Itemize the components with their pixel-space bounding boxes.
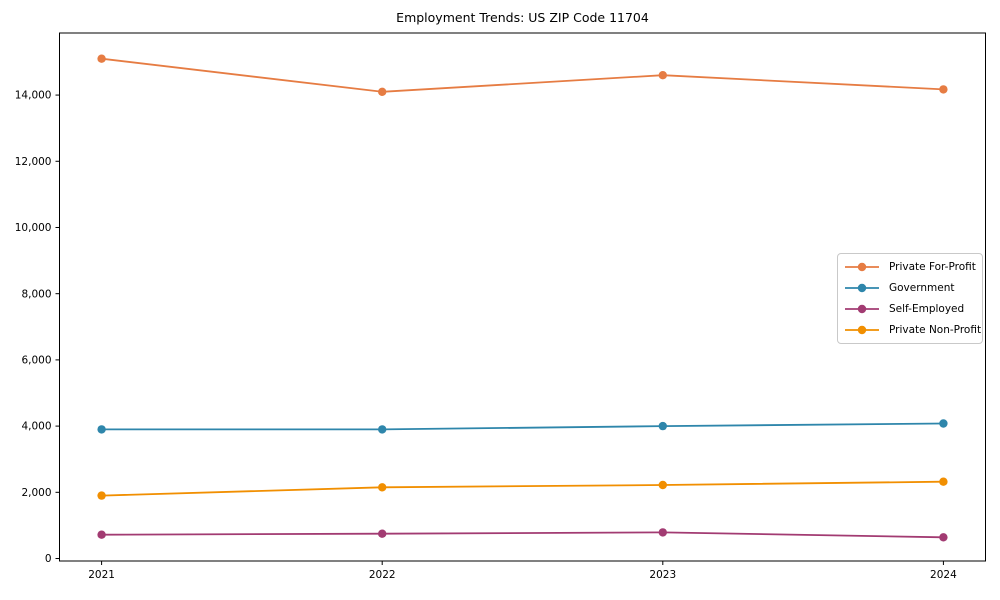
- chart-title: Employment Trends: US ZIP Code 11704: [396, 10, 649, 25]
- y-tick-label: 8,000: [21, 288, 51, 300]
- data-point-private-for-profit-2022: [378, 87, 387, 97]
- x-tick-label: 2023: [649, 569, 676, 581]
- legend-item-private-for-profit: Private For-Profit: [844, 257, 976, 277]
- legend-marker-icon: [845, 283, 879, 293]
- data-point-self-employed-2023: [658, 528, 667, 537]
- legend-label: Self-Employed: [889, 303, 965, 315]
- x-tick-label: 2024: [930, 569, 957, 581]
- data-point-self-employed-2022: [378, 529, 387, 538]
- legend-marker-icon: [845, 262, 879, 272]
- chart-legend: Private For-Profit Government Self-Employe…: [837, 253, 983, 344]
- data-point-private-non-profit-2023: [658, 480, 667, 490]
- legend-marker-icon: [845, 325, 879, 335]
- legend-label: Private Non-Profit: [889, 324, 982, 336]
- y-tick-label: 6,000: [21, 354, 51, 366]
- series-line-private-for-profit: [101, 57, 944, 93]
- data-point-private-non-profit-2021: [97, 491, 106, 500]
- y-tick-label: 10,000: [15, 222, 52, 234]
- series-line-government: [101, 422, 944, 431]
- legend-label: Private For-Profit: [889, 261, 976, 273]
- legend-label: Government: [889, 282, 955, 294]
- data-point-government-2024: [939, 419, 948, 428]
- y-tick-label: 14,000: [15, 90, 52, 102]
- data-point-self-employed-2024: [939, 533, 948, 542]
- plot-frame: [59, 32, 986, 562]
- legend-item-private-non-profit: Private Non-Profit: [844, 320, 981, 340]
- data-point-private-for-profit-2021: [97, 54, 106, 63]
- data-point-private-for-profit-2023: [658, 71, 667, 80]
- y-tick-label: 12,000: [15, 156, 52, 168]
- data-point-government-2023: [658, 421, 667, 431]
- x-tick-label: 2021: [88, 569, 115, 581]
- y-tick-label: 4,000: [21, 421, 51, 433]
- data-point-government-2022: [378, 425, 387, 434]
- data-point-private-non-profit-2022: [378, 483, 387, 492]
- y-tick-label: 2,000: [21, 487, 51, 499]
- legend-item-self-employed: Self-Employed: [844, 299, 976, 319]
- data-point-self-employed-2021: [97, 530, 106, 539]
- series-line-private-non-profit: [101, 480, 944, 497]
- legend-marker-icon: [845, 304, 879, 314]
- series-line-self-employed: [101, 531, 944, 539]
- x-tick-label: 2022: [369, 569, 396, 581]
- data-point-private-non-profit-2024: [939, 477, 948, 486]
- data-point-private-for-profit-2024: [939, 85, 948, 94]
- data-point-government-2021: [97, 425, 106, 434]
- y-tick-label: 0: [45, 553, 52, 565]
- legend-item-government: Government: [844, 278, 976, 298]
